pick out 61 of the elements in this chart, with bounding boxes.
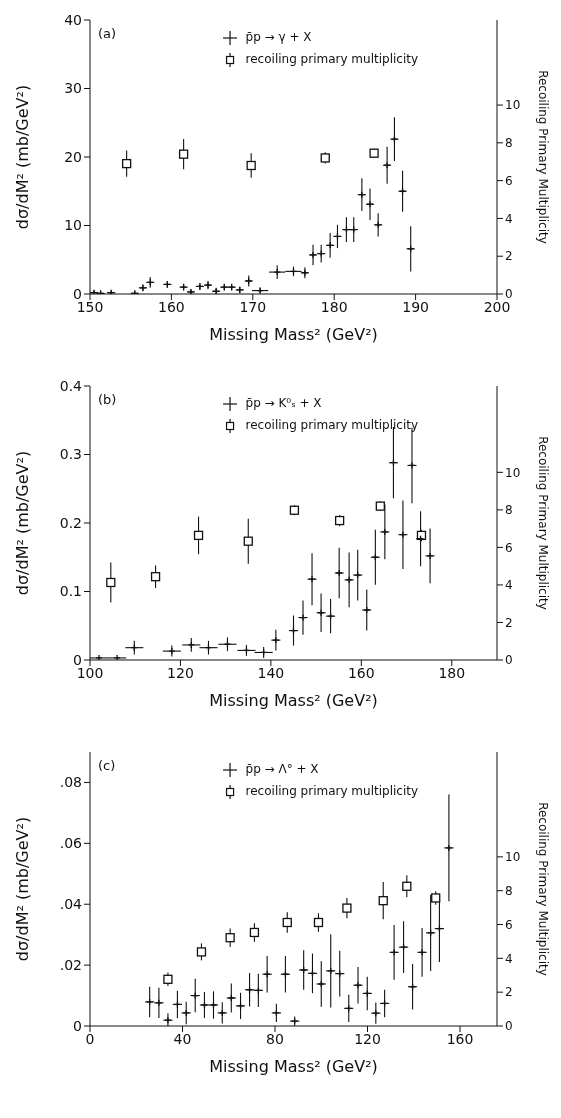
x-tick-label: 120	[167, 664, 194, 681]
legend-label: p̄p → γ + X	[245, 30, 312, 44]
x-tick-label: 180	[438, 664, 466, 681]
x-tick-label: 160	[158, 298, 185, 315]
y2-tick-label: 4	[505, 211, 513, 226]
y2-tick-label: 2	[505, 985, 513, 1000]
legend-label: recoiling primary multiplicity	[245, 418, 419, 432]
x-tick-label: 160	[347, 664, 375, 681]
x-tick-label: 170	[239, 298, 267, 315]
y-axis-title: dσ/dM² (mb/GeV²)	[12, 816, 32, 962]
y2-tick-label: 2	[505, 615, 513, 630]
legend-label: p̄p → Λ° + X	[245, 762, 319, 776]
y-axis-title: dσ/dM² (mb/GeV²)	[12, 450, 32, 596]
x-tick-label: 160	[446, 1030, 474, 1047]
y2-axis-title: Recoiling Primary Multiplicity	[535, 70, 550, 244]
y2-tick-label: 4	[505, 951, 513, 966]
y2-tick-label: 6	[505, 173, 513, 188]
y2-tick-label: 4	[505, 578, 513, 593]
y2-axis-title: Recoiling Primary Multiplicity	[535, 802, 550, 976]
y-tick-label: .02	[59, 957, 82, 974]
y-tick-label: 0.1	[59, 583, 82, 600]
x-tick-label: 180	[320, 298, 348, 315]
x-axis-title: Missing Mass² (GeV²)	[209, 1057, 378, 1076]
x-axis-title: Missing Mass² (GeV²)	[209, 325, 378, 344]
legend-label: recoiling primary multiplicity	[245, 784, 419, 798]
y2-axis-title: Recoiling Primary Multiplicity	[535, 436, 550, 610]
annotation: (a)	[98, 26, 117, 41]
y-tick-label: 0.2	[59, 514, 82, 531]
x-tick-label: 80	[266, 1030, 284, 1047]
y2-tick-label: 2	[505, 249, 513, 264]
x-axis-title: Missing Mass² (GeV²)	[209, 691, 378, 710]
y2-tick-label: 0	[505, 1019, 513, 1034]
legend-label: p̄p → K⁰ₛ + X	[245, 396, 322, 410]
y2-tick-label: 6	[505, 917, 513, 932]
x-tick-label: 120	[354, 1030, 381, 1047]
y-tick-label: 20	[64, 148, 82, 165]
annotation: (b)	[98, 392, 117, 407]
y2-tick-label: 8	[505, 503, 513, 518]
x-tick-label: 140	[257, 664, 285, 681]
x-tick-label: 40	[173, 1030, 192, 1047]
y-tick-label: .04	[59, 896, 83, 913]
annotation: (c)	[98, 758, 116, 773]
y2-tick-label: 10	[505, 465, 521, 480]
legend-label: recoiling primary multiplicity	[245, 52, 419, 66]
y2-tick-label: 10	[505, 850, 521, 865]
y2-tick-label: 8	[505, 136, 513, 151]
y-tick-label: .08	[59, 774, 82, 791]
y-tick-label: 10	[64, 217, 82, 234]
y-tick-label: 0	[73, 1017, 82, 1034]
y-tick-label: 0.4	[59, 377, 83, 394]
y-tick-label: 30	[64, 80, 82, 97]
y-axis-title: dσ/dM² (mb/GeV²)	[12, 84, 32, 230]
y-tick-label: 40	[64, 11, 82, 28]
x-tick-label: 190	[402, 298, 429, 315]
y-tick-label: 0.3	[59, 446, 82, 463]
x-tick-label: 0	[85, 1030, 95, 1047]
y2-tick-label: 6	[505, 540, 513, 555]
y2-tick-label: 10	[505, 98, 521, 113]
y-tick-label: .06	[59, 835, 83, 852]
y2-tick-label: 8	[505, 883, 513, 898]
y2-tick-label: 0	[505, 653, 513, 668]
